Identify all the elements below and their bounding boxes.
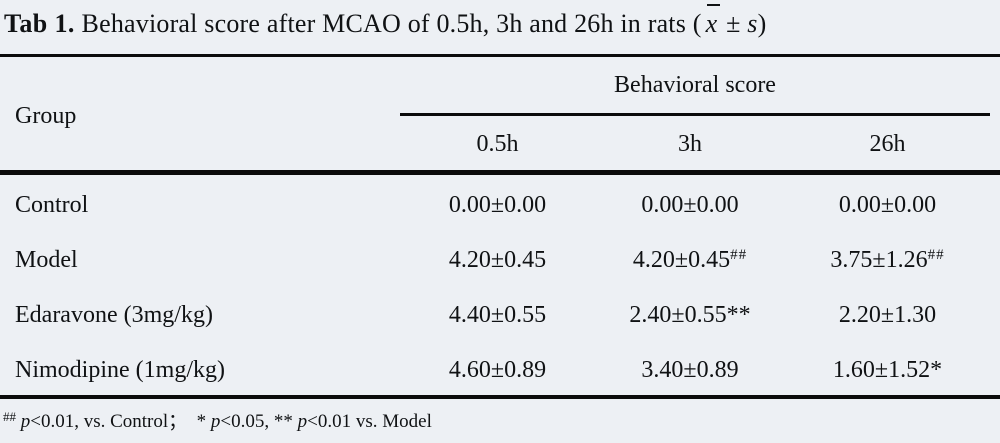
cell: 4.20±0.45 xyxy=(400,247,595,274)
spanner-rule xyxy=(400,113,990,116)
p-symbol: p xyxy=(297,411,308,432)
cell-value: 4.20±0.45 xyxy=(448,247,547,273)
caption-text: Behavioral score after MCAO of 0.5h, 3h … xyxy=(81,9,702,38)
cell: 0.00±0.00 xyxy=(785,192,990,219)
cell-superscript: ## xyxy=(730,246,748,263)
row-label: Control xyxy=(15,192,89,218)
cell: 2.40±0.55** xyxy=(595,302,785,329)
cell: 3.40±0.89 xyxy=(595,357,785,384)
table-row: Model 4.20±0.45 4.20±0.45## 3.75±1.26## xyxy=(0,233,1000,288)
footnote-text: <0.05, ** xyxy=(220,411,298,432)
cell-value: 0.00±0.00 xyxy=(641,192,739,218)
cell-value: 0.00±0.00 xyxy=(448,192,547,218)
cell-value: 0.00±0.00 xyxy=(838,192,937,218)
header-rule xyxy=(0,170,1000,175)
cell-value: 4.60±0.89 xyxy=(448,357,547,383)
cell: 2.20±1.30 xyxy=(785,302,990,329)
cell: 0.00±0.00 xyxy=(595,192,785,219)
cell-value: 1.60±1.52* xyxy=(832,357,943,383)
xbar-symbol: x xyxy=(705,4,720,39)
column-group-header: Behavioral score xyxy=(614,72,776,98)
cell: 4.20±0.45## xyxy=(595,247,785,274)
row-label: Nimodipine (1mg/kg) xyxy=(15,357,225,383)
footnote: ## p<0.01, vs. Control； * p<0.05, ** p<0… xyxy=(3,406,432,433)
cell: 4.60±0.89 xyxy=(400,357,595,384)
cell-value: 4.20±0.45 xyxy=(632,247,731,273)
footer-rule xyxy=(0,395,1000,399)
cell-value: 3.40±0.89 xyxy=(641,357,739,383)
p-symbol: p xyxy=(20,411,31,432)
cell-superscript: ## xyxy=(927,246,945,263)
caption-number: Tab 1. xyxy=(4,9,75,38)
s-symbol: s xyxy=(747,9,758,38)
subheader-row: 0.5h 3h 26h xyxy=(400,131,990,158)
row-label: Edaravone (3mg/kg) xyxy=(15,302,213,328)
cell: 4.40±0.55 xyxy=(400,302,595,329)
col-header-05h: 0.5h xyxy=(476,131,519,157)
cell-value: 3.75±1.26 xyxy=(830,247,928,273)
table-row: Nimodipine (1mg/kg) 4.60±0.89 3.40±0.89 … xyxy=(0,343,1000,398)
cell-value: 2.20±1.30 xyxy=(838,302,937,328)
overline xyxy=(706,4,720,6)
cell-value: 4.40±0.55 xyxy=(448,302,547,328)
table-body: Control 0.00±0.00 0.00±0.00 0.00±0.00 Mo… xyxy=(0,178,1000,398)
group-column-header: Group xyxy=(15,103,77,129)
cell: 3.75±1.26## xyxy=(785,247,990,274)
footnote-marker: ## xyxy=(3,409,16,425)
row-label: Model xyxy=(15,247,78,273)
caption-close-paren: ) xyxy=(757,9,767,38)
cell: 0.00±0.00 xyxy=(400,192,595,219)
cell: 1.60±1.52* xyxy=(785,357,990,384)
xbar-letter: x xyxy=(705,9,718,38)
p-symbol: p xyxy=(210,411,221,432)
table-caption: Tab 1. Behavioral score after MCAO of 0.… xyxy=(4,4,767,39)
caption-rule xyxy=(0,54,1000,57)
footnote-text: <0.01, vs. Control； * xyxy=(30,411,211,432)
col-header-26h: 26h xyxy=(869,131,906,157)
table-row: Control 0.00±0.00 0.00±0.00 0.00±0.00 xyxy=(0,178,1000,233)
cell-value: 2.40±0.55** xyxy=(629,302,751,328)
footnote-text: <0.01 vs. Model xyxy=(307,411,432,432)
plus-minus-sign: ± xyxy=(726,9,741,38)
table-row: Edaravone (3mg/kg) 4.40±0.55 2.40±0.55**… xyxy=(0,288,1000,343)
col-header-3h: 3h xyxy=(678,131,702,157)
